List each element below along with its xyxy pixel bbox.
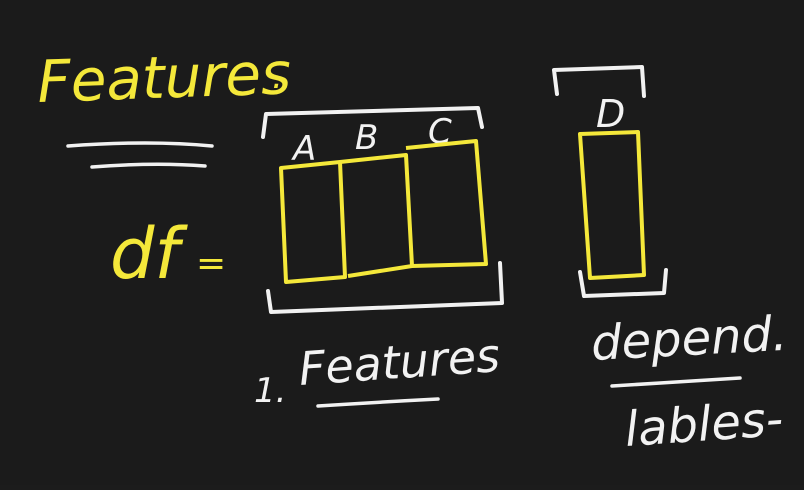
column-label-b: B xyxy=(355,118,378,158)
feature-column-c xyxy=(405,139,488,268)
feature-top-bracket xyxy=(261,106,484,139)
title-underline-top xyxy=(66,141,214,148)
feature-column-a xyxy=(279,160,347,284)
features-label-number: 1. xyxy=(254,371,286,411)
title-underline-bottom xyxy=(90,162,207,169)
equals-sign: = xyxy=(196,243,226,284)
title-text: Features xyxy=(36,39,292,116)
column-label-a: A xyxy=(291,129,316,169)
dependent-label-line2: lables- xyxy=(623,391,785,458)
target-bottom-bracket xyxy=(578,268,668,298)
features-label-dot: . xyxy=(466,326,476,364)
dependent-label-line1: depend. xyxy=(590,306,789,372)
dependent-label-underline xyxy=(610,376,742,388)
feature-column-b xyxy=(339,153,414,278)
features-underline xyxy=(316,397,440,408)
column-label-d: D xyxy=(596,92,625,136)
target-top-bracket xyxy=(552,65,646,98)
target-column-d xyxy=(578,130,646,280)
equation-lhs: df xyxy=(110,213,188,295)
feature-bottom-bracket xyxy=(266,261,504,314)
title-dot: . xyxy=(272,57,283,97)
